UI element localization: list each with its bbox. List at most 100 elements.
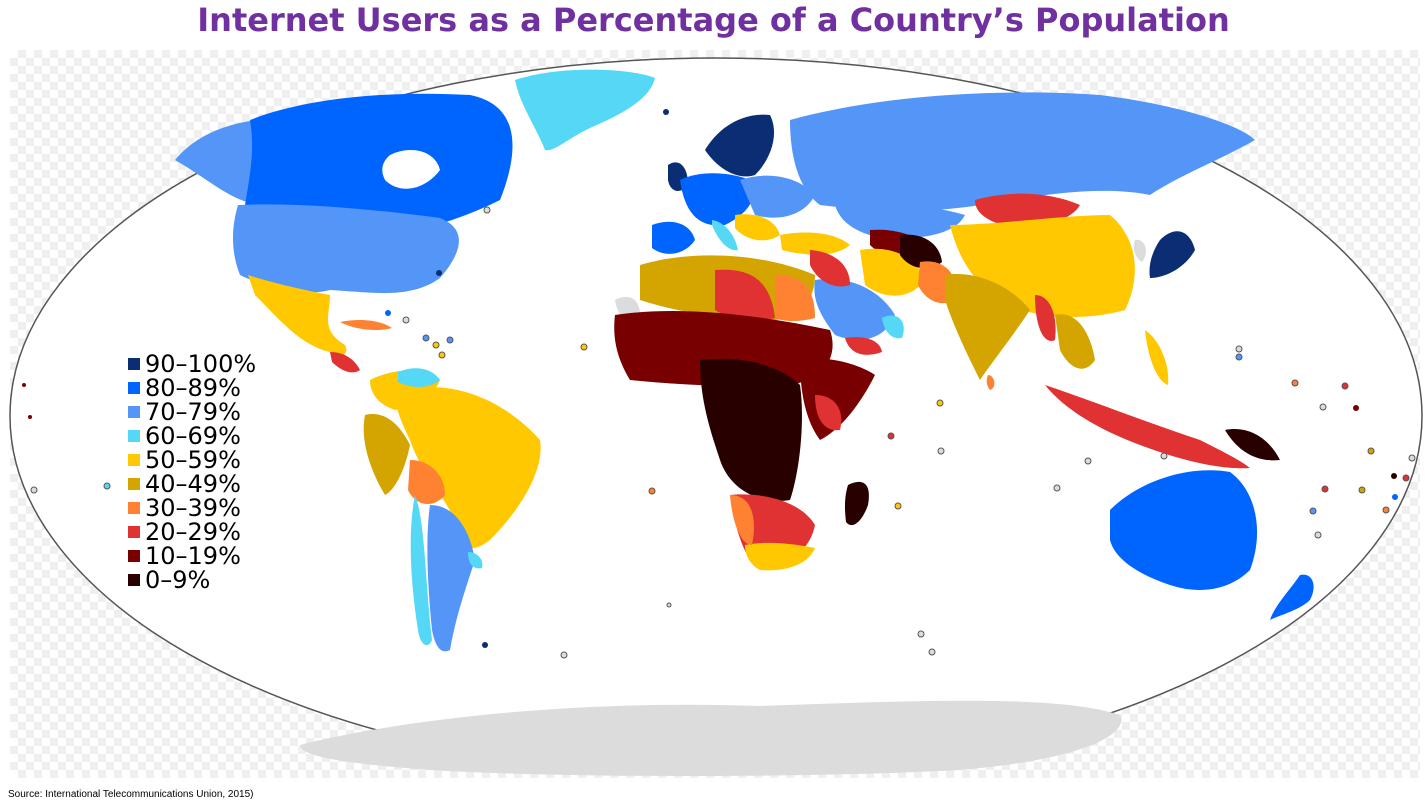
island-marker bbox=[1353, 405, 1359, 411]
island-marker bbox=[30, 486, 38, 494]
eastern-europe bbox=[740, 175, 815, 218]
uruguay bbox=[468, 552, 483, 569]
legend-item: 80–89% bbox=[128, 376, 256, 400]
legend-label: 80–89% bbox=[145, 374, 241, 402]
indochina bbox=[1055, 314, 1095, 369]
turkey bbox=[780, 232, 850, 255]
argentina bbox=[427, 505, 475, 652]
india bbox=[945, 274, 1030, 380]
east-africa bbox=[800, 358, 875, 440]
legend-label: 90–100% bbox=[145, 350, 257, 378]
island-marker bbox=[887, 432, 895, 440]
kenya bbox=[815, 395, 842, 431]
legend-swatch bbox=[128, 406, 140, 418]
legend: 90–100% 80–89% 70–79% 60–69% 50–59% 40–4… bbox=[128, 352, 256, 592]
legend-label: 40–49% bbox=[145, 470, 241, 498]
island-marker bbox=[560, 651, 568, 659]
map-title: Internet Users as a Percentage of a Coun… bbox=[197, 1, 1230, 39]
island-marker bbox=[1319, 403, 1327, 411]
russia bbox=[790, 92, 1255, 211]
legend-label: 60–69% bbox=[145, 422, 241, 450]
island-marker bbox=[1358, 486, 1366, 494]
afghanistan bbox=[900, 234, 942, 269]
hudson-bay bbox=[382, 150, 440, 189]
kazakhstan bbox=[835, 203, 965, 239]
island-marker bbox=[648, 487, 656, 495]
korea bbox=[1133, 239, 1146, 262]
island-marker bbox=[663, 109, 669, 115]
iraq-syria bbox=[810, 250, 850, 287]
legend-item: 30–39% bbox=[128, 496, 256, 520]
egypt bbox=[775, 275, 815, 321]
canada bbox=[245, 93, 513, 228]
venezuela bbox=[398, 368, 440, 387]
island-marker bbox=[1084, 457, 1092, 465]
island-marker bbox=[446, 336, 454, 344]
central-america bbox=[330, 352, 360, 373]
myanmar bbox=[1035, 295, 1056, 341]
antarctica bbox=[300, 700, 1122, 776]
philippines bbox=[1145, 330, 1169, 385]
island-marker bbox=[666, 602, 672, 608]
namibia bbox=[730, 495, 754, 545]
legend-label: 0–9% bbox=[145, 566, 211, 594]
island-marker bbox=[422, 334, 430, 342]
sri-lanka bbox=[986, 375, 995, 390]
island-marker bbox=[1391, 473, 1397, 479]
legend-swatch bbox=[128, 358, 140, 370]
cuba bbox=[340, 320, 392, 330]
chile bbox=[410, 495, 432, 646]
oman bbox=[882, 315, 904, 339]
balkans bbox=[735, 214, 780, 241]
island-marker bbox=[103, 482, 111, 490]
legend-swatch bbox=[128, 574, 140, 586]
greenland bbox=[515, 69, 655, 151]
legend-swatch bbox=[128, 478, 140, 490]
legend-label: 70–79% bbox=[145, 398, 241, 426]
legend-swatch bbox=[128, 454, 140, 466]
scandinavia bbox=[705, 114, 775, 177]
legend-swatch bbox=[128, 550, 140, 562]
island-marker bbox=[432, 341, 440, 349]
island-marker bbox=[1160, 452, 1168, 460]
island-marker bbox=[1341, 382, 1349, 390]
island-marker bbox=[1367, 447, 1375, 455]
source-note: Source: International Telecommunications… bbox=[8, 789, 254, 800]
legend-swatch bbox=[128, 526, 140, 538]
mexico bbox=[248, 275, 347, 356]
island-marker bbox=[894, 502, 902, 510]
legend-label: 20–29% bbox=[145, 518, 241, 546]
legend-label: 10–19% bbox=[145, 542, 241, 570]
saudi-arabia bbox=[814, 279, 895, 340]
south-africa bbox=[745, 542, 815, 571]
madagascar bbox=[844, 481, 869, 526]
island-marker bbox=[1321, 485, 1329, 493]
island-marker bbox=[917, 630, 925, 638]
new-zealand bbox=[1270, 574, 1314, 620]
legend-label: 30–39% bbox=[145, 494, 241, 522]
japan bbox=[1149, 231, 1195, 278]
yemen bbox=[845, 337, 882, 355]
island-marker bbox=[1291, 379, 1299, 387]
central-africa bbox=[700, 358, 802, 501]
island-marker bbox=[1309, 507, 1317, 515]
island-marker bbox=[385, 310, 391, 316]
bolivia bbox=[408, 460, 445, 505]
island-marker bbox=[22, 383, 26, 387]
malaysia-indonesia bbox=[1045, 385, 1250, 469]
island-marker bbox=[937, 447, 945, 455]
island-marker bbox=[936, 399, 944, 407]
legend-swatch bbox=[128, 382, 140, 394]
legend-item: 70–79% bbox=[128, 400, 256, 424]
australia bbox=[1110, 470, 1258, 590]
legend-swatch bbox=[128, 430, 140, 442]
italy bbox=[712, 220, 738, 251]
legend-item: 90–100% bbox=[128, 352, 256, 376]
brazil bbox=[395, 387, 541, 549]
western-europe bbox=[680, 173, 754, 226]
island-marker bbox=[1408, 454, 1416, 462]
sahel bbox=[614, 310, 833, 387]
island-marker bbox=[580, 343, 588, 351]
legend-label: 50–59% bbox=[145, 446, 241, 474]
island-marker bbox=[436, 270, 442, 276]
